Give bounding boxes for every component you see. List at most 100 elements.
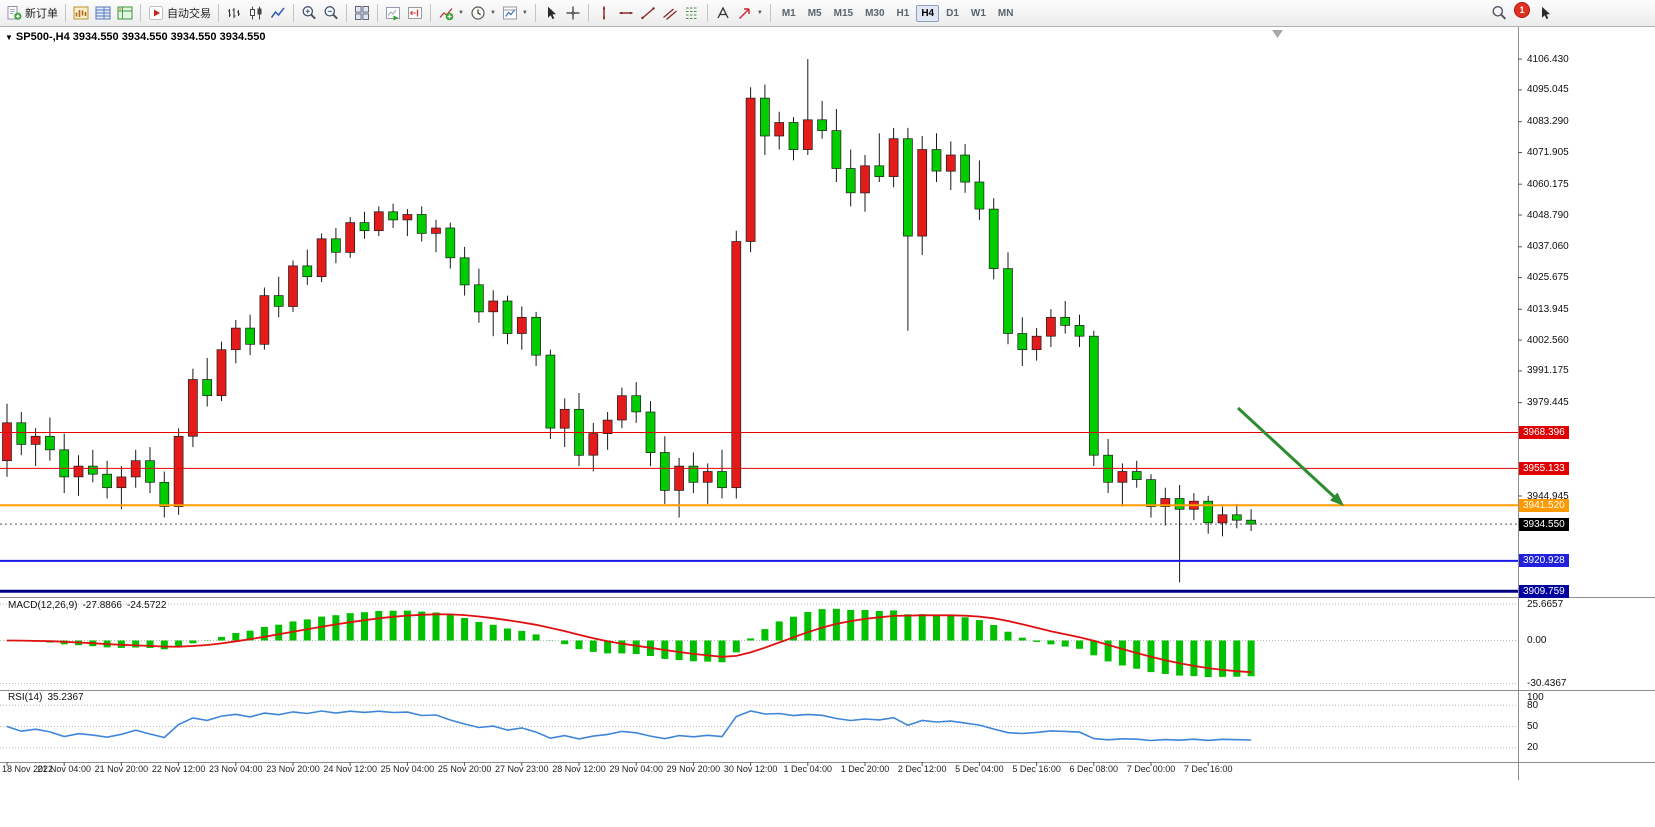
market-watch-button[interactable]: [92, 2, 114, 24]
rsi-axis-label: 80: [1527, 699, 1539, 711]
navigator-button[interactable]: [114, 2, 136, 24]
line-chart-button[interactable]: [267, 2, 289, 24]
price-axis-label: 4025.675: [1527, 272, 1569, 284]
indicators-icon: [439, 8, 454, 21]
search-icon: [1492, 6, 1507, 20]
time-axis-label: 5 Dec 04:00: [955, 764, 1004, 774]
chart-shift-button[interactable]: [404, 2, 426, 24]
candlestick-chart-icon: [250, 6, 262, 20]
toolbar-separator: [377, 4, 378, 22]
horizontal-line-button[interactable]: [615, 2, 637, 24]
toolbar-right: 1: [1488, 2, 1556, 24]
macd-value-signal: -24.5722: [126, 600, 167, 611]
cursor-button[interactable]: [540, 2, 562, 24]
price-axis-label: 4083.290: [1527, 116, 1569, 128]
price-axis-label: 4071.905: [1527, 147, 1569, 158]
new-order-button[interactable]: 新订单: [3, 2, 61, 24]
navigator-icon: [117, 6, 133, 20]
market-watch-icon: [95, 6, 111, 20]
price-level-badge[interactable]: 3955.133: [1519, 461, 1569, 475]
auto-trading-button-label: 自动交易: [167, 8, 211, 20]
time-axis-label: 2 Dec 12:00: [897, 764, 947, 774]
time-axis-label: 30 Nov 12:00: [723, 764, 778, 774]
rsi-line: [6, 710, 1252, 742]
timeframe-m30[interactable]: M30: [865, 7, 885, 19]
toolbar-separator: [706, 4, 708, 22]
macd-histogram: [17, 608, 1255, 677]
vertical-line-button[interactable]: [593, 2, 615, 24]
price-axis-label: 4060.175: [1527, 178, 1569, 190]
toolbar-separator: [534, 4, 536, 22]
price-axis-label: 4048.790: [1527, 209, 1569, 221]
fibonacci-button[interactable]: [681, 2, 703, 24]
price-level-badge[interactable]: 3941.520: [1519, 498, 1569, 512]
toolbar-separator: [218, 4, 219, 22]
chart-title: ▼ SP500-,H4 3934.550 3934.550 3934.550 3…: [5, 31, 265, 43]
time-axis-label: 7 Dec 00:00: [1126, 764, 1176, 774]
price-axis-label: 4037.060: [1527, 241, 1569, 253]
bar-chart-icon: [228, 8, 240, 18]
rsi-name: RSI(14): [8, 692, 43, 703]
trend-line-button[interactable]: [637, 2, 659, 24]
toolbar-separator: [430, 4, 431, 22]
auto-trading-button[interactable]: 自动交易: [145, 2, 214, 24]
time-axis-label: 7 Dec 16:00: [1183, 764, 1233, 774]
charts-window-button[interactable]: [70, 2, 92, 24]
timeframe-m1[interactable]: M1: [781, 7, 796, 19]
zoom-in-icon: [302, 6, 316, 20]
templates-button[interactable]: ▼: [499, 2, 531, 24]
timeframe-m5[interactable]: M5: [807, 7, 822, 19]
rsi-label: RSI(14) 35.2367: [8, 692, 89, 703]
dropdown-arrow-icon: ▼: [521, 10, 528, 16]
dropdown-arrow-icon: ▼: [756, 10, 763, 16]
trend-line-icon: [641, 7, 655, 20]
macd-name: MACD(12,26,9): [8, 600, 78, 611]
dropdown-arrow-icon: ▼: [458, 10, 464, 16]
notification-badge[interactable]: 1: [1514, 2, 1530, 18]
macd-label: MACD(12,26,9) -27.8866 -24.5722: [8, 600, 171, 611]
timeframe-h4[interactable]: H4: [916, 4, 940, 22]
chart-title-text: SP500-,H4 3934.550 3934.550 3934.550 393…: [15, 31, 266, 43]
indicators-button[interactable]: ▼: [435, 2, 467, 24]
crosshair-button[interactable]: [562, 2, 584, 24]
auto-scroll-button[interactable]: [382, 2, 404, 24]
time-axis-label: 18 Nov 2022: [2, 764, 54, 774]
candlestick-chart-button[interactable]: [245, 2, 267, 24]
price-level-badge[interactable]: 3920.928: [1519, 554, 1569, 568]
candles[interactable]: [2, 59, 1256, 583]
new-order-icon: [7, 6, 22, 20]
auto-trading-icon: [149, 6, 163, 20]
price-axis-label: 4095.045: [1527, 84, 1569, 96]
timeframe-m15[interactable]: M15: [833, 7, 854, 19]
text-button[interactable]: [712, 2, 734, 24]
time-axis-label: 28 Nov 12:00: [552, 764, 606, 774]
bar-chart-button[interactable]: [223, 2, 245, 24]
pointer-button[interactable]: [1534, 2, 1556, 24]
zoom-out-button[interactable]: [320, 2, 342, 24]
periods-button[interactable]: ▼: [467, 2, 499, 24]
time-axis-label: 29 Nov 04:00: [609, 764, 663, 774]
timeframe-h1[interactable]: H1: [896, 7, 910, 19]
equidistant-channel-button[interactable]: [659, 2, 681, 24]
tile-windows-button[interactable]: [351, 2, 373, 24]
macd-value-main: -27.8866: [82, 600, 122, 611]
channel-icon: [662, 8, 677, 20]
macd-axis-label: -30.4367: [1527, 678, 1567, 689]
timeframe-mn[interactable]: MN: [997, 7, 1014, 19]
search-button[interactable]: [1488, 2, 1510, 24]
price-level-badge[interactable]: 3968.396: [1519, 426, 1569, 439]
time-axis-label: 22 Nov 12:00: [151, 764, 206, 774]
arrow-drawing[interactable]: [1236, 406, 1344, 506]
price-level-badge[interactable]: 3909.759: [1519, 584, 1569, 598]
timeframe-d1[interactable]: D1: [946, 7, 959, 19]
timeframe-w1[interactable]: W1: [970, 7, 986, 19]
zoom-in-button[interactable]: [298, 2, 320, 24]
time-axis-label: 23 Nov 04:00: [209, 764, 263, 774]
price-axis-label: 3991.175: [1527, 365, 1569, 377]
arrows-button[interactable]: ▼: [734, 2, 766, 24]
chart-shift-marker[interactable]: [1272, 30, 1283, 38]
collapse-arrow-icon[interactable]: ▼: [5, 32, 13, 42]
horizontal-line-icon: [619, 11, 633, 15]
